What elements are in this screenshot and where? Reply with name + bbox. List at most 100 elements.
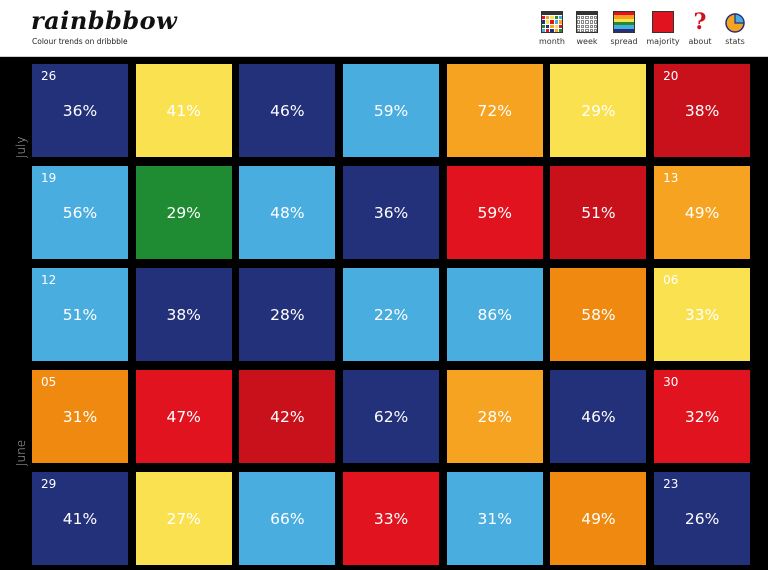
colour-tile[interactable]: 41%: [135, 64, 232, 157]
tile-percentage: 56%: [62, 203, 98, 222]
colour-tile[interactable]: 13 49%: [654, 166, 751, 259]
nav-about-button[interactable]: ? about: [685, 11, 715, 46]
month-calendar-icon: [541, 11, 563, 33]
grid-cell: 26 36%: [28, 60, 132, 162]
colour-tile[interactable]: 46%: [239, 64, 336, 157]
colour-tile[interactable]: 05 31%: [32, 370, 128, 463]
tile-date: 30: [663, 375, 679, 389]
tagline: Colour trends on dribbble: [32, 37, 128, 46]
tile-percentage: 31%: [62, 407, 98, 426]
colour-tile[interactable]: 29%: [135, 166, 232, 259]
nav-majority-button[interactable]: majority: [646, 11, 680, 46]
colour-tile[interactable]: 48%: [239, 166, 336, 259]
pie-chart-icon: [724, 11, 746, 33]
colour-tile[interactable]: 59%: [343, 64, 440, 157]
tile-percentage: 36%: [62, 101, 98, 120]
colour-grid: 26 36% 41% 46% 59% 72% 29% 20 38% 19 56% 29% 48% 36% 5…: [28, 60, 754, 570]
grid-cell: 20 38%: [650, 60, 754, 162]
colour-tile[interactable]: 27%: [135, 472, 232, 565]
grid-cell: 72%: [443, 60, 547, 162]
nav-majority-label: majority: [646, 37, 680, 46]
colour-tile[interactable]: 72%: [446, 64, 543, 157]
grid-cell: 19 56%: [28, 162, 132, 264]
tile-percentage: 38%: [684, 101, 720, 120]
colour-tile[interactable]: 22%: [343, 268, 440, 361]
grid-cell: 33%: [339, 468, 443, 570]
tile-percentage: 51%: [581, 203, 616, 222]
colour-tile[interactable]: 33%: [343, 472, 440, 565]
grid-cell: 51%: [546, 162, 650, 264]
colour-tile[interactable]: 46%: [550, 370, 647, 463]
tile-percentage: 46%: [581, 407, 616, 426]
grid-cell: 41%: [132, 60, 236, 162]
tile-percentage: 33%: [684, 305, 720, 324]
colour-tile[interactable]: 28%: [239, 268, 336, 361]
tile-percentage: 49%: [581, 509, 616, 528]
grid-cell: 31%: [443, 468, 547, 570]
nav-month-button[interactable]: month: [537, 11, 567, 46]
tile-percentage: 41%: [166, 101, 201, 120]
tile-date: 29: [41, 477, 57, 491]
tile-percentage: 33%: [373, 509, 409, 528]
tile-percentage: 29%: [166, 203, 201, 222]
colour-tile[interactable]: 26 36%: [32, 64, 128, 157]
colour-tile[interactable]: 49%: [550, 472, 647, 565]
tile-percentage: 48%: [270, 203, 305, 222]
tile-percentage: 86%: [477, 305, 512, 324]
grid-cell: 12 51%: [28, 264, 132, 366]
nav-spread-button[interactable]: spread: [607, 11, 641, 46]
tile-date: 20: [663, 69, 679, 83]
colour-tile[interactable]: 12 51%: [32, 268, 128, 361]
colour-tile[interactable]: 51%: [550, 166, 647, 259]
colour-tile[interactable]: 28%: [446, 370, 543, 463]
colour-tile[interactable]: 20 38%: [654, 64, 751, 157]
colour-tile[interactable]: 29%: [550, 64, 647, 157]
tile-date: 05: [41, 375, 57, 389]
tile-percentage: 26%: [684, 509, 720, 528]
colour-tile[interactable]: 23 26%: [654, 472, 751, 565]
colour-tile[interactable]: 47%: [135, 370, 232, 463]
colour-tile[interactable]: 30 32%: [654, 370, 751, 463]
tile-percentage: 42%: [270, 407, 305, 426]
tile-percentage: 66%: [270, 509, 305, 528]
logo[interactable]: rainbbbow: [31, 6, 178, 35]
colour-tile[interactable]: 36%: [343, 166, 440, 259]
colour-tile[interactable]: 86%: [446, 268, 543, 361]
colour-tile[interactable]: 31%: [446, 472, 543, 565]
grid-cell: 42%: [235, 366, 339, 468]
month-label-june: June: [14, 439, 28, 466]
tile-date: 23: [663, 477, 679, 491]
colour-tile[interactable]: 29 41%: [32, 472, 128, 565]
tile-percentage: 31%: [477, 509, 512, 528]
tile-percentage: 59%: [373, 101, 409, 120]
grid-cell: 23 26%: [650, 468, 754, 570]
nav-week-button[interactable]: week: [572, 11, 602, 46]
grid-cell: 59%: [443, 162, 547, 264]
grid-cell: 06 33%: [650, 264, 754, 366]
grid-cell: 29 41%: [28, 468, 132, 570]
nav-about-label: about: [688, 37, 712, 46]
nav-stats-button[interactable]: stats: [720, 11, 750, 46]
colour-tile[interactable]: 66%: [239, 472, 336, 565]
grid-cell: 66%: [235, 468, 339, 570]
grid-cell: 28%: [443, 366, 547, 468]
grid-cell: 62%: [339, 366, 443, 468]
nav-week-label: week: [576, 37, 598, 46]
grid-cell: 29%: [132, 162, 236, 264]
grid-cell: 46%: [546, 366, 650, 468]
colour-tile[interactable]: 42%: [239, 370, 336, 463]
colour-tile[interactable]: 38%: [135, 268, 232, 361]
colour-tile[interactable]: 06 33%: [654, 268, 751, 361]
nav-month-label: month: [539, 37, 565, 46]
grid-cell: 27%: [132, 468, 236, 570]
tile-percentage: 29%: [581, 101, 616, 120]
grid-cell: 30 32%: [650, 366, 754, 468]
colour-tile[interactable]: 59%: [446, 166, 543, 259]
colour-tile[interactable]: 19 56%: [32, 166, 128, 259]
tile-date: 26: [41, 69, 57, 83]
tile-percentage: 72%: [477, 101, 512, 120]
colour-tile[interactable]: 62%: [343, 370, 440, 463]
nav-stats-label: stats: [725, 37, 745, 46]
week-calendar-icon: [576, 11, 598, 33]
colour-tile[interactable]: 58%: [550, 268, 647, 361]
